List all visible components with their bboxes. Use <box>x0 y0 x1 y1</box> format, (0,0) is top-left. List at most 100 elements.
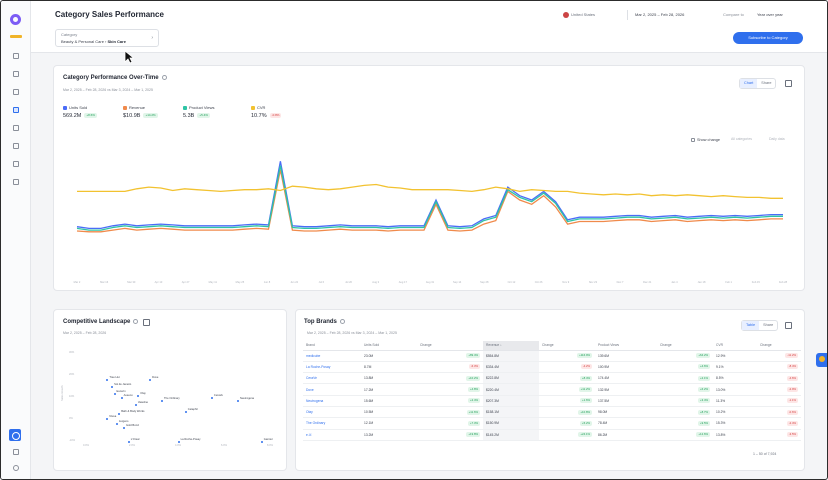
table-row[interactable]: Olay 10.5M +11.6% $158.1M +10.8% 98.0M +8.7% 10… <box>303 406 801 419</box>
table-row[interactable]: La Roche-Posay 8.7M -6.3% $334.4M -4.2% 100.9… <box>303 361 801 374</box>
granularity-dropdown[interactable]: Daily data <box>769 137 785 141</box>
scatter-point[interactable] <box>115 422 118 425</box>
table-row[interactable]: The Ordinary 12.1M +7.3% $150.9M +5.2% 78.4M +… <box>303 417 801 430</box>
search-icon[interactable] <box>13 71 19 77</box>
scatter-point[interactable] <box>120 397 123 400</box>
scatter-point[interactable] <box>177 441 180 443</box>
scatter-point[interactable] <box>111 385 114 388</box>
assistant-button[interactable] <box>9 429 21 441</box>
col-brand[interactable]: Brand <box>303 341 361 351</box>
brand-cell[interactable]: La Roche-Posay <box>303 361 361 374</box>
country-selector[interactable]: United States <box>563 12 595 18</box>
brand-cell[interactable]: Neutrogena <box>303 395 361 407</box>
scatter-point[interactable] <box>106 378 109 381</box>
metric-views-change: +5.4% <box>197 113 210 119</box>
subscribe-button[interactable]: Subscribe to Category <box>733 32 803 44</box>
toggle-chart[interactable]: Chart <box>740 79 758 88</box>
scatter-point[interactable] <box>134 404 137 407</box>
change-badge: +24.1% <box>578 432 592 438</box>
metric-revenue[interactable]: Revenue $10.9B +14.2% <box>123 105 158 119</box>
export-icon[interactable] <box>785 322 792 329</box>
toggle-share[interactable]: Share <box>763 323 774 327</box>
units-cell: 17.2M <box>361 383 417 396</box>
reports-icon[interactable] <box>13 125 19 131</box>
col-cvr[interactable]: CVR <box>713 341 757 351</box>
metric-units-value: 569.2M <box>63 113 82 119</box>
link-icon[interactable] <box>13 143 19 149</box>
views-change-cell: +12.6% <box>657 429 713 441</box>
units-change-cell: -6.3% <box>417 361 483 374</box>
rocket-icon[interactable] <box>13 89 19 95</box>
x-tick-label: Feb 28 <box>778 281 788 284</box>
app-logo[interactable] <box>10 14 21 25</box>
scatter-point[interactable] <box>113 392 116 395</box>
revenue-cell: $554.8M <box>483 350 539 362</box>
users-icon[interactable] <box>13 161 19 167</box>
legend-swatch-cvr <box>251 105 255 110</box>
info-icon[interactable] <box>339 319 345 324</box>
col-cvr-change[interactable]: Change <box>757 341 801 351</box>
scatter-point[interactable] <box>106 418 109 420</box>
home-icon[interactable] <box>13 53 19 59</box>
brand-cell[interactable]: medicube <box>303 350 361 362</box>
info-icon[interactable] <box>133 319 139 324</box>
table-row[interactable]: Dove 17.2M +4.8% $220.4M +11.2% 132.9M +6.2% 13… <box>303 383 801 396</box>
change-badge: +89.4% <box>466 353 480 359</box>
col-views[interactable]: Product Views <box>595 341 657 351</box>
category-selector[interactable]: Category Beauty & Personal Care › Skin C… <box>55 29 159 47</box>
export-icon[interactable] <box>785 80 792 87</box>
metric-views[interactable]: Product Views 5.3B +5.4% <box>183 105 215 119</box>
col-units[interactable]: Units Sold <box>361 341 417 351</box>
scatter-point[interactable] <box>118 413 121 416</box>
export-icon[interactable] <box>143 319 150 326</box>
brand-cell[interactable]: e.l.f. <box>303 429 361 441</box>
metric-cvr[interactable]: CVR 10.7% -0.8% <box>251 105 282 119</box>
chat-widget-button[interactable] <box>816 353 827 367</box>
brands-view-toggle[interactable]: Table Share <box>741 320 779 331</box>
brand-cell[interactable]: Olay <box>303 406 361 419</box>
scatter-point[interactable] <box>123 427 125 430</box>
scatter-label: Neutrogena <box>240 396 255 400</box>
scatter-point[interactable] <box>237 399 239 402</box>
cvr-cell: 12.9% <box>713 350 757 362</box>
table-row[interactable]: medicube 23.0M +89.4% $554.8M +116.9% 139.6M +… <box>303 350 801 362</box>
scatter-point[interactable] <box>127 441 130 443</box>
col-units-change[interactable]: Change <box>417 341 483 351</box>
x-tick-label: Feb 15 <box>751 281 760 284</box>
table-row[interactable]: Neutrogena 15.6M +2.4% $207.3M +1.6% 137.5M +3… <box>303 395 801 407</box>
show-change-checkbox[interactable]: Show change <box>691 138 720 142</box>
table-row[interactable]: e.l.f. 13.2M +19.8% $145.2M +24.1% 86.2M +12.6… <box>303 429 801 441</box>
table-row[interactable]: CeraVe 13.8M +10.2% $222.8M +8.4% 174.4M +2.1%… <box>303 372 801 385</box>
performance-view-toggle[interactable]: Chart Share <box>739 78 777 89</box>
brand-cell[interactable]: Dove <box>303 383 361 396</box>
brands-title-text: Top Brands <box>304 319 337 326</box>
calendar-icon[interactable] <box>13 179 19 185</box>
col-revenue-change[interactable]: Change <box>539 341 595 351</box>
compare-selector[interactable]: Year over year <box>757 12 783 17</box>
table-pagination[interactable]: 1 – 50 of 7,924 <box>753 452 777 456</box>
scatter-label: Eucerin <box>116 389 126 393</box>
performance-x-axis: Mar 2 Mar 16 Mar 30 Apr 13 Apr 27 May 11 May 2… <box>63 281 799 286</box>
metric-units[interactable]: Units Sold 569.2M +8.6% <box>63 105 97 119</box>
series-line-2 <box>76 165 783 231</box>
info-icon[interactable] <box>161 75 167 80</box>
toggle-table[interactable]: Table <box>742 321 760 330</box>
change-badge: +5.2% <box>579 420 592 426</box>
col-revenue[interactable]: Revenue ↓ <box>483 341 539 351</box>
scatter-point[interactable] <box>260 441 263 443</box>
user-avatar-icon[interactable] <box>13 465 19 471</box>
date-range-picker[interactable]: Mar 2, 2025 – Feb 28, 2026 <box>635 12 685 17</box>
brand-cell[interactable]: CeraVe <box>303 372 361 385</box>
help-circle-icon[interactable] <box>13 449 19 455</box>
scatter-point[interactable] <box>184 411 187 414</box>
scatter-point[interactable] <box>137 395 140 397</box>
analytics-icon[interactable] <box>13 107 19 113</box>
cvr-change-cell: -3.5% <box>757 429 801 441</box>
toggle-share[interactable]: Share <box>761 81 772 85</box>
scatter-point[interactable] <box>161 399 163 402</box>
col-views-change[interactable]: Change <box>657 341 713 351</box>
scatter-point[interactable] <box>149 378 152 381</box>
category-filter-dropdown[interactable]: All categories <box>731 137 753 141</box>
scatter-point[interactable] <box>210 397 213 400</box>
brand-cell[interactable]: The Ordinary <box>303 417 361 430</box>
